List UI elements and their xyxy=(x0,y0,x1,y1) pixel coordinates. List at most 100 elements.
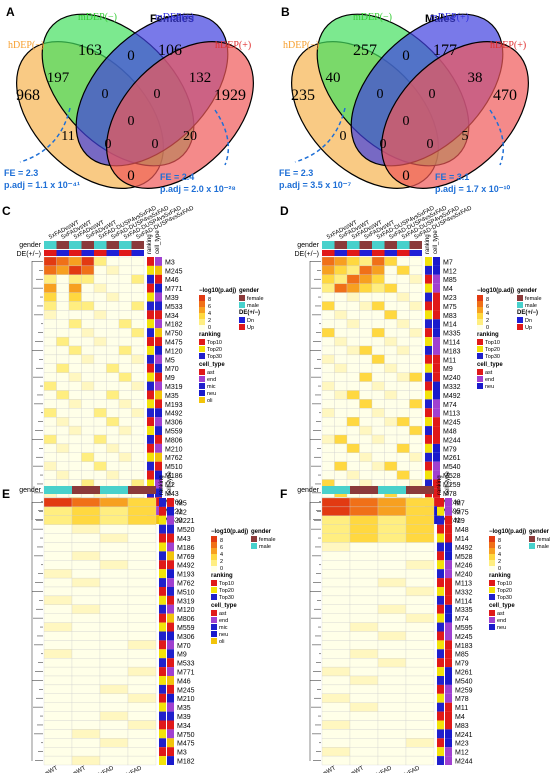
legend-ranking-item: Top20 xyxy=(485,347,500,353)
celltype-cell xyxy=(167,515,174,525)
heatmap-cell xyxy=(131,328,145,338)
ranking-cell xyxy=(437,667,444,676)
heatmap-cell xyxy=(371,408,385,418)
module-label: M114 xyxy=(455,598,472,605)
gender-cell xyxy=(372,241,385,249)
heatmap-cell xyxy=(118,399,132,409)
ranking-cell xyxy=(425,390,432,400)
heatmap-cell xyxy=(81,328,95,338)
heatmap-cell xyxy=(43,283,57,293)
heatmap-cell xyxy=(359,274,373,284)
heatmap-cell xyxy=(384,417,398,427)
heatmap-cell xyxy=(71,560,101,570)
heatmap-cell xyxy=(321,470,335,480)
heatmap-cell xyxy=(371,443,385,453)
celltype-cell xyxy=(167,747,174,757)
heatmap-cell xyxy=(106,265,120,275)
heatmap-cell xyxy=(409,292,423,302)
de-cell xyxy=(44,250,57,256)
heatmap-cell xyxy=(359,336,373,347)
legend-gender-swatch xyxy=(251,543,257,549)
heatmap-cell xyxy=(349,595,379,605)
legend-de-swatch xyxy=(239,324,245,330)
heatmap-cell xyxy=(118,381,132,391)
heatmap-cell xyxy=(409,265,423,275)
heatmap-cell xyxy=(346,399,360,409)
heatmap-cell xyxy=(71,542,101,552)
heatmap-cell xyxy=(384,256,398,267)
heatmap-cell xyxy=(346,434,360,445)
heatmap-cell xyxy=(405,524,435,534)
legend-celltype-item: ast xyxy=(497,611,505,617)
heatmap-cell xyxy=(68,292,82,302)
heatmap-cell xyxy=(334,256,348,267)
module-label: M9 xyxy=(443,366,453,373)
heatmap-cell xyxy=(396,336,410,347)
heatmap-cell xyxy=(99,604,129,614)
module-label: M240 xyxy=(455,572,473,579)
heatmap-cell xyxy=(127,533,157,543)
heatmap-cell xyxy=(349,506,379,516)
legend-gradient-step xyxy=(211,548,217,554)
legend-gradient-step xyxy=(199,307,205,313)
module-label: M14 xyxy=(455,536,469,543)
heatmap-cell xyxy=(93,417,107,427)
module-label: M78 xyxy=(455,696,469,703)
legend-padj-title: −log10(p.adj) xyxy=(489,529,526,535)
ranking-cell xyxy=(147,435,154,444)
heatmap-cell xyxy=(349,729,379,739)
module-label: M335 xyxy=(443,331,461,338)
module-label: M4 xyxy=(443,286,453,293)
heatmap-cell xyxy=(359,434,373,445)
ranking-cell xyxy=(147,292,154,302)
heatmap-cell xyxy=(409,336,423,347)
ranking-cell xyxy=(437,658,444,668)
venn-count: 163 xyxy=(78,42,102,59)
venn-count: 470 xyxy=(493,87,517,104)
module-label: M510 xyxy=(165,464,183,471)
de-cell xyxy=(334,250,347,256)
ranking-cell xyxy=(425,354,432,364)
venn-count: 20 xyxy=(183,129,197,144)
ranking-cell xyxy=(159,756,166,765)
heatmap-cell xyxy=(118,434,132,445)
celltype-cell xyxy=(433,346,440,355)
ranking-cell xyxy=(147,346,154,355)
ranking-cell xyxy=(147,301,154,311)
legend-gender-item: female xyxy=(259,537,276,543)
ranking-cell xyxy=(147,283,154,293)
heatmap-cell xyxy=(384,345,398,356)
heatmap-cell xyxy=(127,613,157,623)
ranking-cell xyxy=(159,720,166,730)
heatmap-cell xyxy=(371,434,385,445)
heatmap-cell xyxy=(131,354,145,364)
heatmap-cell xyxy=(359,390,373,400)
heatmap-cell xyxy=(396,372,410,382)
heatmap-cell xyxy=(334,319,348,329)
legend-de-item: Up xyxy=(525,325,532,331)
celltype-cell xyxy=(433,443,440,453)
module-label: M39 xyxy=(165,295,179,302)
heatmap-cell xyxy=(409,390,423,400)
legend-ranking-title: ranking xyxy=(211,573,233,579)
celltype-cell xyxy=(155,257,162,266)
legend-gradient-step xyxy=(477,313,483,319)
ranking-cell xyxy=(159,506,166,516)
heatmap-cell xyxy=(396,461,410,471)
module-label: M762 xyxy=(165,455,183,462)
ranking-cell xyxy=(147,390,154,400)
heatmap-cell xyxy=(409,274,423,284)
legend-celltype-swatch xyxy=(211,610,217,616)
legend-celltype-swatch xyxy=(199,397,205,403)
heatmap-cell xyxy=(321,542,351,552)
heatmap-cell xyxy=(56,319,70,329)
heatmap-cell xyxy=(93,274,107,284)
heatmap-cell xyxy=(93,283,107,293)
ranking-cell xyxy=(159,542,166,552)
heatmap-cell xyxy=(43,658,73,668)
legend-de-item: Dn xyxy=(525,318,532,324)
module-label: M319 xyxy=(165,384,183,391)
legend-gradient-step xyxy=(489,554,495,560)
heatmap-cell xyxy=(131,265,145,275)
